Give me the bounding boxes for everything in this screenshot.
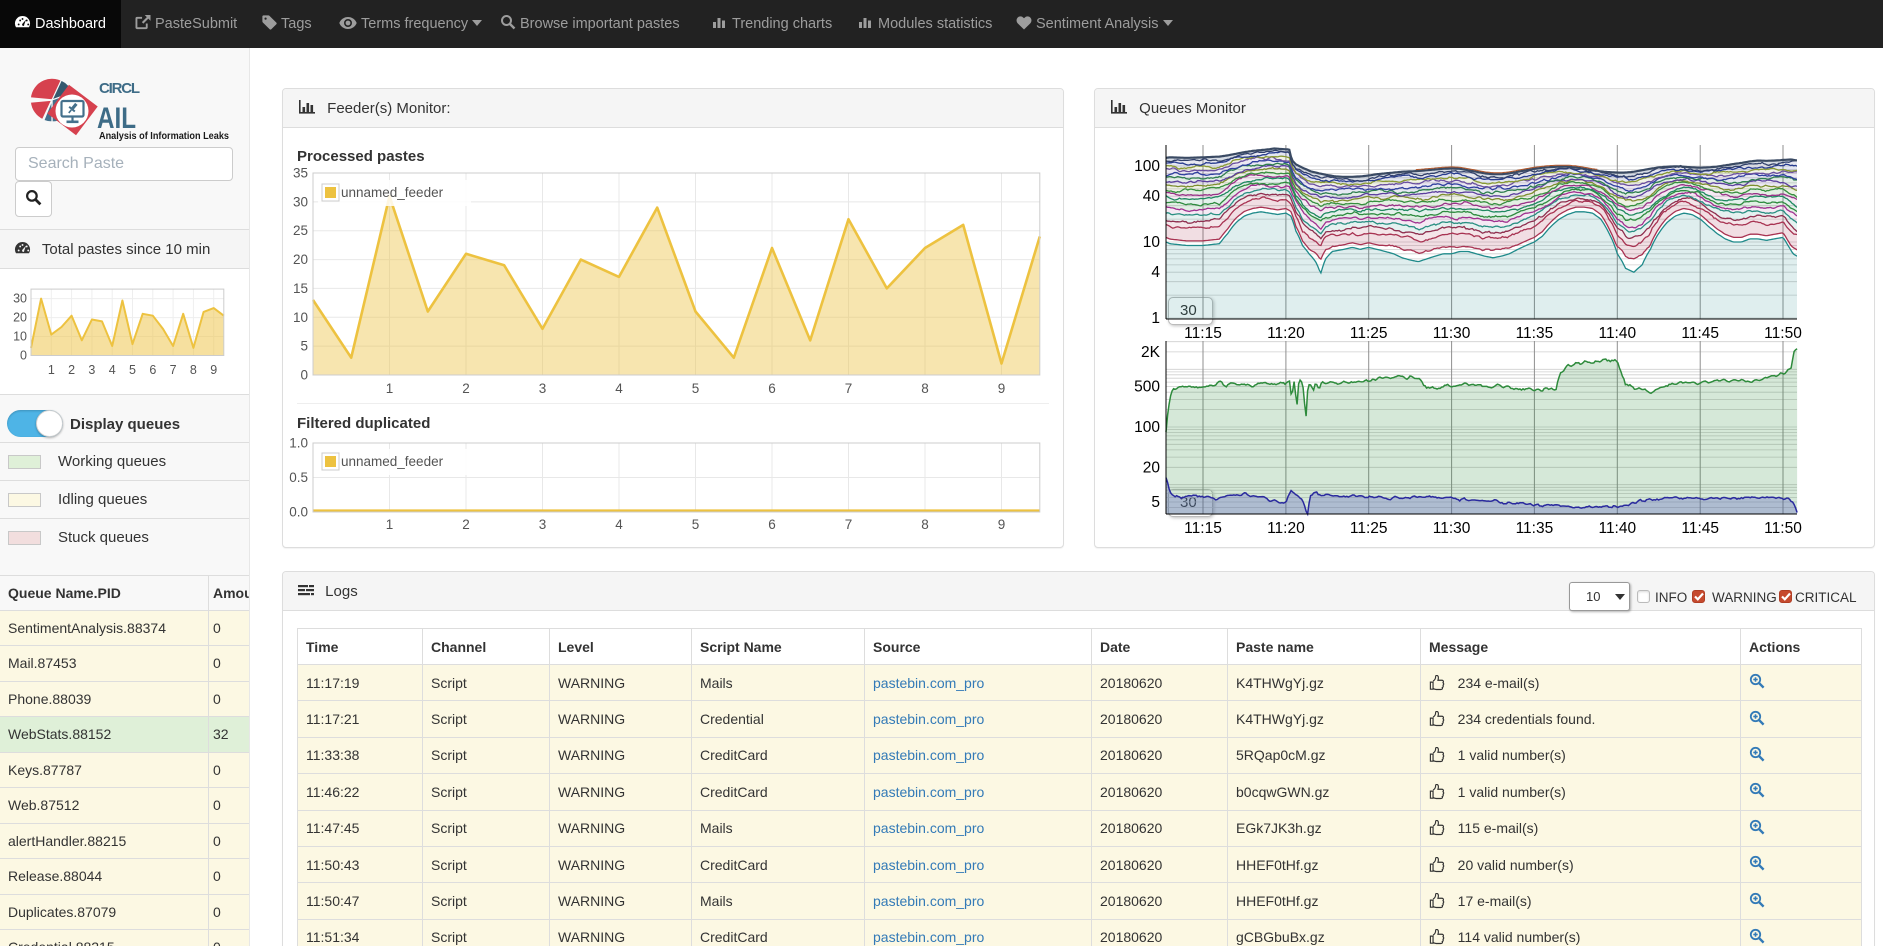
svg-text:11:20: 11:20	[1267, 520, 1305, 537]
svg-text:11:25: 11:25	[1350, 325, 1388, 342]
svg-text:8: 8	[921, 381, 929, 396]
svg-text:11:30: 11:30	[1433, 325, 1471, 342]
svg-text:3: 3	[88, 363, 95, 377]
svg-text:1.0: 1.0	[289, 436, 308, 451]
svg-text:11:45: 11:45	[1681, 325, 1719, 342]
svg-text:20: 20	[293, 252, 308, 267]
svg-text:4: 4	[1151, 264, 1160, 281]
svg-text:2: 2	[68, 363, 75, 377]
svg-text:30: 30	[293, 194, 308, 209]
svg-text:5: 5	[129, 363, 136, 377]
svg-text:unnamed_feeder: unnamed_feeder	[341, 454, 444, 469]
svg-text:9: 9	[998, 517, 1006, 532]
svg-text:11:35: 11:35	[1516, 325, 1554, 342]
svg-text:6: 6	[768, 517, 776, 532]
svg-text:10: 10	[1143, 234, 1161, 251]
svg-text:0.0: 0.0	[289, 505, 308, 520]
svg-text:8: 8	[921, 517, 929, 532]
svg-text:11:50: 11:50	[1764, 520, 1802, 537]
svg-text:11:30: 11:30	[1433, 520, 1471, 537]
svg-text:5: 5	[692, 381, 700, 396]
svg-text:4: 4	[615, 517, 623, 532]
svg-text:5: 5	[1151, 494, 1160, 511]
svg-text:10: 10	[13, 330, 27, 344]
svg-text:3: 3	[539, 517, 547, 532]
svg-text:1: 1	[1151, 310, 1160, 327]
svg-text:40: 40	[1143, 188, 1161, 205]
svg-text:unnamed_feeder: unnamed_feeder	[341, 185, 444, 200]
svg-text:15: 15	[293, 281, 308, 296]
svg-text:6: 6	[768, 381, 776, 396]
svg-text:0: 0	[20, 349, 27, 363]
svg-text:7: 7	[845, 517, 853, 532]
svg-text:11:15: 11:15	[1184, 520, 1222, 537]
svg-text:3: 3	[539, 381, 547, 396]
svg-text:1: 1	[386, 381, 394, 396]
svg-text:AIL: AIL	[97, 102, 136, 135]
svg-text:0.5: 0.5	[289, 470, 308, 485]
svg-text:100: 100	[1134, 158, 1160, 175]
svg-text:1: 1	[386, 517, 394, 532]
svg-text:10: 10	[293, 310, 308, 325]
svg-text:25: 25	[293, 223, 308, 238]
svg-text:7: 7	[170, 363, 177, 377]
svg-text:5: 5	[692, 517, 700, 532]
svg-text:4: 4	[109, 363, 116, 377]
svg-text:11:35: 11:35	[1516, 520, 1554, 537]
svg-text:11:45: 11:45	[1681, 520, 1719, 537]
svg-text:CIRCL: CIRCL	[99, 80, 140, 97]
svg-text:Analysis of Information Leaks: Analysis of Information Leaks	[99, 131, 229, 142]
svg-text:2: 2	[462, 381, 470, 396]
svg-text:11:50: 11:50	[1764, 325, 1802, 342]
svg-text:500: 500	[1134, 379, 1160, 396]
svg-text:5: 5	[300, 339, 308, 354]
svg-text:30: 30	[13, 292, 27, 306]
svg-text:11:40: 11:40	[1598, 520, 1636, 537]
svg-text:2K: 2K	[1141, 344, 1161, 361]
svg-text:11:40: 11:40	[1598, 325, 1636, 342]
svg-text:11:25: 11:25	[1350, 520, 1388, 537]
svg-text:11:15: 11:15	[1184, 325, 1222, 342]
svg-text:4: 4	[615, 381, 623, 396]
svg-text:1: 1	[48, 363, 55, 377]
svg-text:2: 2	[462, 517, 470, 532]
svg-text:6: 6	[149, 363, 156, 377]
svg-text:20: 20	[13, 311, 27, 325]
svg-text:9: 9	[998, 381, 1006, 396]
svg-text:100: 100	[1134, 419, 1160, 436]
svg-text:20: 20	[1143, 459, 1161, 476]
svg-text:11:20: 11:20	[1267, 325, 1305, 342]
svg-text:35: 35	[293, 166, 308, 181]
svg-text:0: 0	[300, 368, 308, 383]
svg-text:9: 9	[210, 363, 217, 377]
svg-text:8: 8	[190, 363, 197, 377]
svg-text:7: 7	[845, 381, 853, 396]
